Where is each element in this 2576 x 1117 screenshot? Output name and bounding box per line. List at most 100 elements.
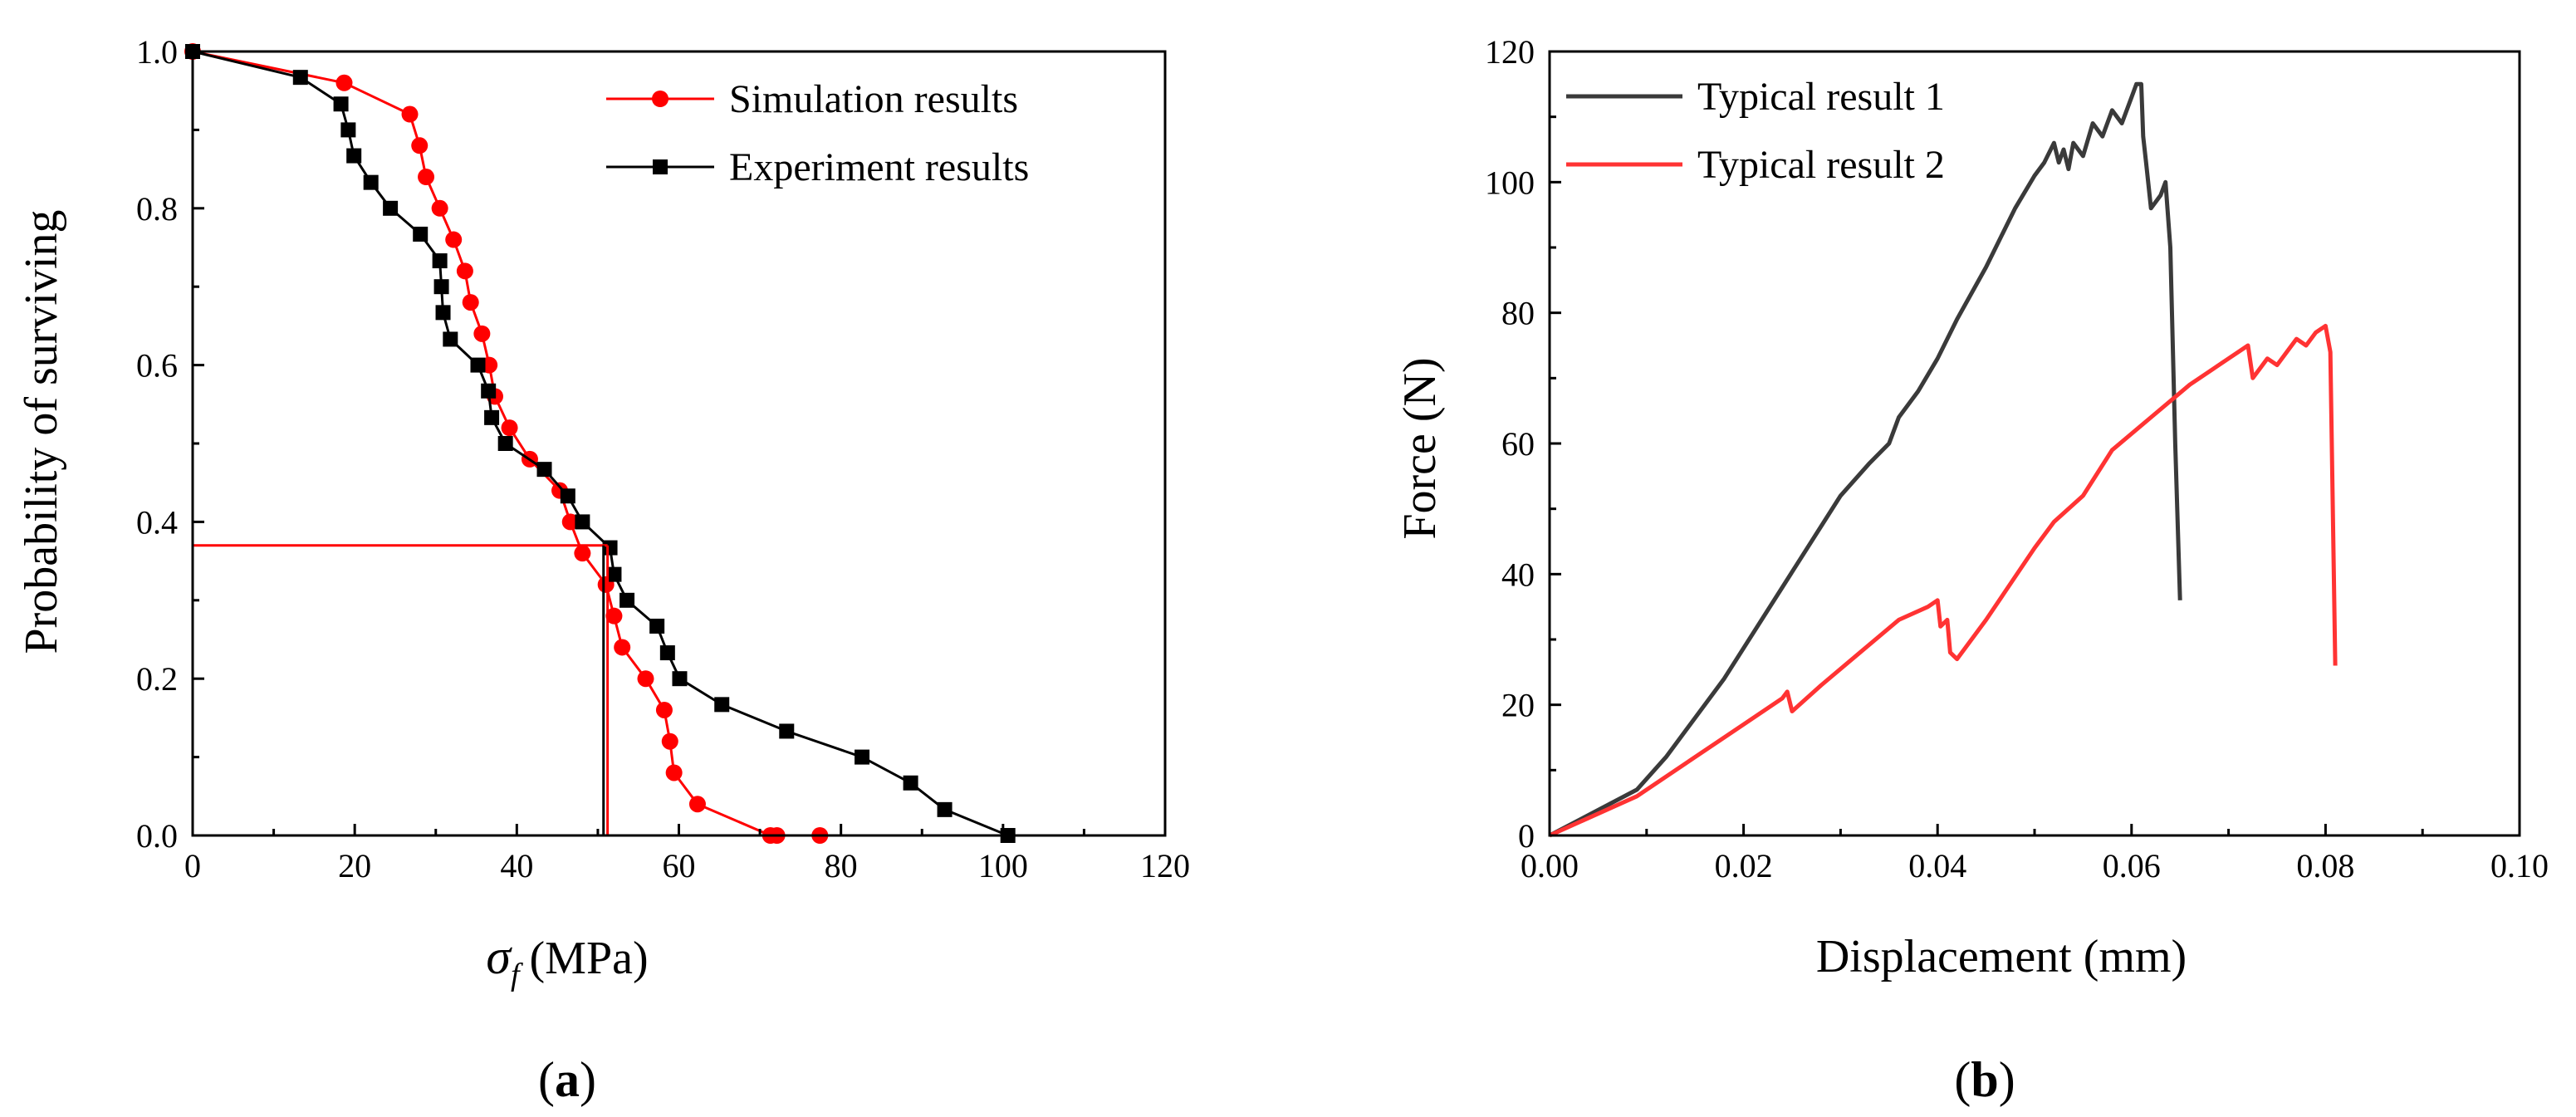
data-point	[456, 262, 473, 280]
data-point	[470, 357, 486, 373]
y-tick-label: 120	[1485, 33, 1535, 71]
data-point	[649, 618, 665, 634]
y-tick-label: 60	[1501, 425, 1535, 463]
data-point	[659, 645, 675, 661]
data-point	[473, 325, 491, 342]
data-point	[346, 148, 362, 164]
experiment-series	[185, 44, 1016, 843]
data-point	[561, 513, 579, 531]
data-point	[665, 764, 683, 781]
data-point	[672, 671, 688, 687]
legend-label: Typical result 1	[1697, 75, 1945, 119]
y-tick-label: 1.0	[136, 33, 178, 71]
x-tick-label: 80	[825, 847, 858, 884]
data-point	[333, 96, 349, 112]
x-tick-label: 0	[184, 847, 201, 884]
chart-panel-b: 0.00 0.02 0.04 0.06 0.08 0.10 0 20 40 60 80 100 120…	[1394, 33, 2549, 1107]
y-tick-label: 40	[1501, 556, 1535, 593]
y-tick-label: 100	[1485, 164, 1535, 201]
x-tick-label: 0.02	[1715, 847, 1773, 884]
legend-label: Simulation results	[729, 77, 1018, 121]
data-point	[688, 796, 706, 813]
x-tick-label: 120	[1140, 847, 1190, 884]
data-point	[445, 231, 463, 248]
legend-label: Typical result 2	[1697, 143, 1945, 187]
x-tick-label: 0.08	[2296, 847, 2354, 884]
x-tick-label: 20	[338, 847, 371, 884]
y-tick-label: 0	[1518, 817, 1535, 855]
data-point	[411, 137, 429, 154]
data-point	[602, 540, 618, 556]
data-point	[462, 294, 479, 311]
series-line	[1548, 323, 2338, 838]
legend-label: Experiment results	[729, 145, 1029, 189]
data-point	[363, 174, 379, 190]
legend-marker	[652, 91, 668, 107]
y-tick-label: 0.8	[136, 190, 178, 228]
y-tick-label: 20	[1501, 687, 1535, 724]
y-tick-label: 0.4	[136, 503, 178, 541]
data-point	[435, 305, 451, 321]
x-tick-label: 0.04	[1908, 847, 1966, 884]
x-axis-label-a: σf (MPa)	[486, 929, 648, 992]
data-point	[443, 331, 458, 347]
legend-b: Typical result 1 Typical result 2	[1566, 75, 1945, 187]
data-point	[413, 226, 429, 242]
x-tick-label: 0.00	[1521, 847, 1579, 884]
typical-result-1-series	[1548, 81, 2182, 838]
data-point	[484, 409, 500, 425]
x-tick-label: 40	[500, 847, 533, 884]
data-point	[637, 670, 654, 688]
y-axis-label-b: Force (N)	[1394, 357, 1446, 539]
y-ticks-b: 0 20 40 60 80 100 120	[1485, 33, 1561, 855]
data-point	[433, 279, 449, 295]
data-point	[335, 74, 353, 91]
data-point	[605, 607, 623, 625]
data-point	[431, 199, 448, 217]
data-point	[614, 639, 631, 656]
data-point	[501, 419, 518, 437]
panel-label-b: (b)	[1954, 1052, 2015, 1107]
data-point	[855, 749, 870, 765]
data-point	[620, 592, 635, 608]
series-line	[1548, 81, 2182, 838]
reference-lines	[193, 544, 610, 835]
data-point	[937, 801, 953, 817]
data-point	[779, 723, 795, 739]
data-point	[536, 462, 552, 478]
y-tick-label: 80	[1501, 295, 1535, 332]
y-ticks-a: 0.0 0.2 0.4 0.6 0.8 1.0	[136, 33, 204, 855]
x-ticks-a: 0 20 40 60 80 100 120	[184, 824, 1190, 884]
data-point	[418, 169, 435, 186]
legend-a: Simulation results Experiment results	[606, 77, 1029, 189]
typical-result-2-series	[1548, 323, 2338, 838]
chart-panel-a: 0 20 40 60 80 100 120 0.0 0.2 0.4 0.6 0.8 1.0 Simul…	[16, 33, 1190, 1107]
x-tick-label: 100	[978, 847, 1028, 884]
x-tick-label: 60	[663, 847, 696, 884]
x-tick-label: 0.10	[2490, 847, 2549, 884]
data-point	[401, 105, 419, 123]
data-point	[714, 697, 730, 713]
data-point	[903, 775, 918, 791]
data-point	[661, 732, 678, 750]
data-point	[383, 200, 399, 216]
data-point	[292, 70, 308, 86]
legend-marker	[653, 159, 668, 174]
x-tick-label: 0.06	[2103, 847, 2161, 884]
data-point	[560, 488, 575, 504]
data-point	[432, 253, 448, 269]
panel-label-a: (a)	[538, 1052, 596, 1107]
data-point	[497, 436, 513, 451]
y-tick-label: 0.0	[136, 817, 178, 855]
y-tick-label: 0.6	[136, 347, 178, 385]
data-point	[655, 701, 673, 718]
x-ticks-b: 0.00 0.02 0.04 0.06 0.08 0.10	[1521, 824, 2549, 884]
data-point	[575, 514, 590, 530]
x-axis-label-b: Displacement (mm)	[1816, 931, 2187, 982]
data-point	[574, 545, 591, 562]
y-tick-label: 0.2	[136, 660, 178, 698]
data-point	[340, 122, 356, 138]
y-axis-label-a: Probability of surviving	[16, 209, 67, 654]
data-point	[606, 566, 622, 582]
